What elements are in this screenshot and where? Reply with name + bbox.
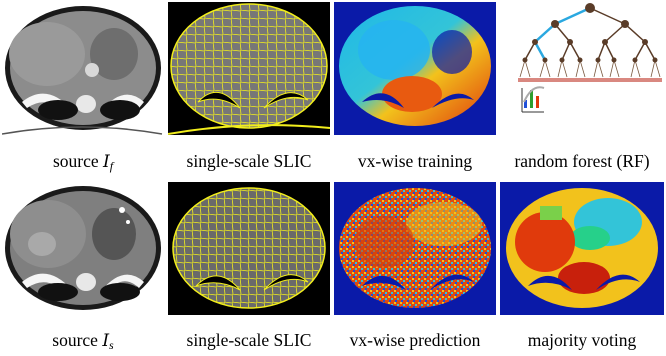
panel-slic-superpixels-fixed — [168, 2, 330, 135]
caption-vx-prediction: vx-wise prediction — [349, 330, 481, 350]
caption-slic-fixed: single-scale SLIC — [186, 151, 312, 171]
caption-random-forest: random forest (RF) — [514, 151, 650, 171]
caption-source-fixed: source If — [52, 151, 114, 173]
caption-slic-moving: single-scale SLIC — [186, 330, 312, 350]
caption-vx-training: vx-wise training — [357, 151, 473, 171]
caption-majority-voting: majority voting — [527, 330, 637, 350]
panel-source-ct-fixed — [2, 2, 164, 135]
panel-random-forest-diagram — [500, 2, 664, 135]
panel-source-ct-moving — [2, 182, 164, 315]
panel-majority-voting — [500, 182, 664, 315]
panel-slic-superpixels-moving — [168, 182, 330, 315]
caption-source-moving: source Is — [52, 330, 114, 352]
panel-voxelwise-training-labels — [334, 2, 496, 135]
panel-voxelwise-prediction — [334, 182, 496, 315]
